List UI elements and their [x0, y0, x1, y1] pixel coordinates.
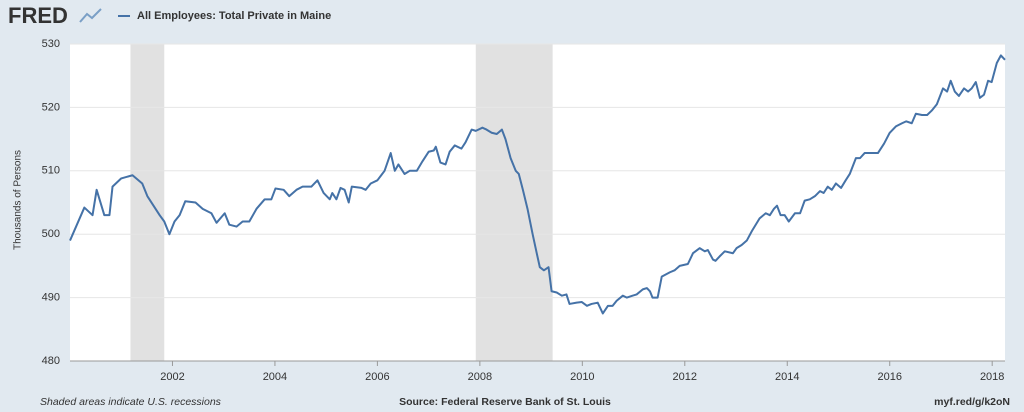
- brand-logo: FRED: [8, 3, 68, 28]
- x-tick-label: 2008: [468, 371, 492, 383]
- data-line: [69, 54, 1006, 315]
- source: Source: Federal Reserve Bank of St. Loui…: [399, 396, 611, 408]
- recession-band: [475, 44, 553, 361]
- logo-icon: [79, 8, 102, 23]
- y-tick-label: 510: [42, 165, 60, 177]
- legend-label: All Employees: Total Private in Maine: [137, 10, 331, 22]
- x-tick-label: 2012: [673, 371, 697, 383]
- x-tick-label: 2004: [263, 371, 287, 383]
- x-tick-label: 2002: [160, 371, 184, 383]
- recession-band: [130, 44, 165, 361]
- short-url: myf.red/g/k2oN: [934, 396, 1010, 408]
- x-tick-label: 2006: [365, 371, 389, 383]
- y-axis-label: Thousands of Persons: [13, 150, 24, 250]
- y-tick-label: 530: [42, 38, 60, 50]
- x-tick-label: 2014: [775, 371, 799, 383]
- y-tick-label: 520: [42, 101, 60, 113]
- footnote: Shaded areas indicate U.S. recessions: [40, 396, 222, 408]
- x-tick-label: 2018: [980, 371, 1004, 383]
- x-tick-label: 2010: [570, 371, 594, 383]
- x-tick-label: 2016: [877, 371, 901, 383]
- y-tick-label: 480: [42, 355, 60, 367]
- y-tick-label: 490: [42, 292, 60, 304]
- y-tick-label: 500: [42, 228, 60, 240]
